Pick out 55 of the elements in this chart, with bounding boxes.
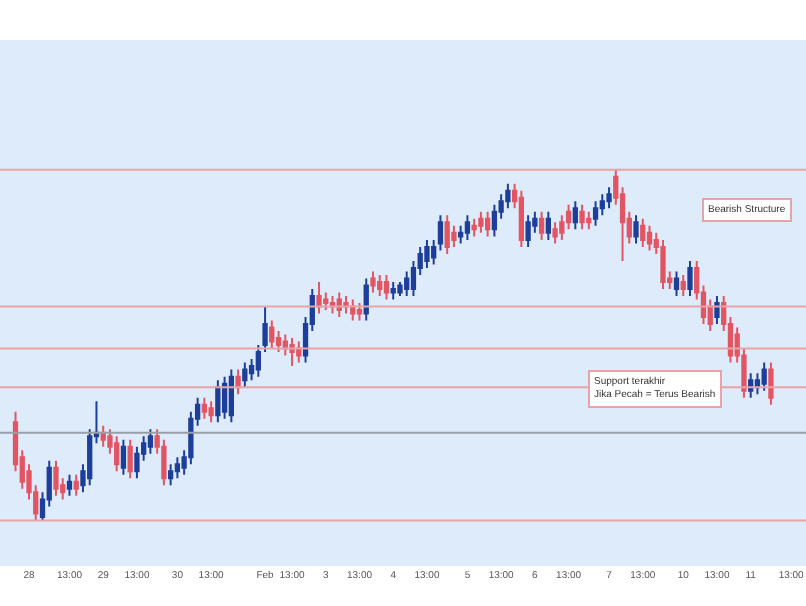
candlestick [316, 280, 322, 315]
candlestick [640, 217, 646, 248]
candlestick [768, 361, 774, 406]
candlestick [444, 214, 450, 255]
candlestick [377, 273, 383, 297]
candlestick [215, 379, 221, 424]
candlestick [478, 210, 484, 234]
candlestick [73, 473, 79, 497]
candlestick [660, 238, 666, 290]
candlestick [174, 456, 181, 480]
candlestick [235, 368, 241, 396]
candlestick [221, 375, 228, 420]
candlestick [525, 214, 531, 248]
candlestick [228, 368, 234, 424]
candlestick [66, 473, 73, 497]
candlestick [356, 302, 363, 322]
candlestick [761, 361, 767, 392]
candlestick [242, 361, 248, 389]
candlestick [687, 259, 693, 297]
candlestick [646, 224, 653, 252]
candlestick [53, 459, 59, 497]
candlestick [100, 424, 106, 448]
candlestick [592, 200, 599, 227]
candlestick [714, 294, 720, 326]
candlestick [269, 319, 275, 350]
candlestick [538, 210, 545, 241]
candlestick [545, 210, 551, 241]
candlestick [127, 438, 133, 480]
candlestick [633, 214, 639, 245]
candlestick [370, 270, 376, 294]
candlestick [572, 200, 578, 231]
candlestick [673, 270, 680, 297]
candlestick [424, 238, 430, 269]
candlestick [329, 294, 336, 315]
candlestick [586, 210, 592, 231]
candlestick [485, 210, 491, 238]
candlestick [114, 435, 120, 473]
candlestick [579, 203, 585, 231]
candlestick [390, 280, 396, 301]
candlestick [518, 189, 525, 248]
candlestick [748, 372, 754, 399]
candlestick [606, 186, 612, 210]
candlestick [208, 400, 214, 424]
candlestick [471, 217, 477, 238]
candlestick [201, 396, 208, 420]
candlestick [147, 428, 154, 455]
candlestick [168, 463, 174, 487]
candlestick [464, 214, 471, 241]
candlestick [363, 277, 369, 322]
candlestick [680, 273, 686, 297]
candlestick [383, 273, 390, 301]
candlestick [552, 221, 558, 245]
candlestick [120, 438, 127, 476]
candlestick [343, 294, 349, 315]
candlestick [336, 291, 342, 319]
